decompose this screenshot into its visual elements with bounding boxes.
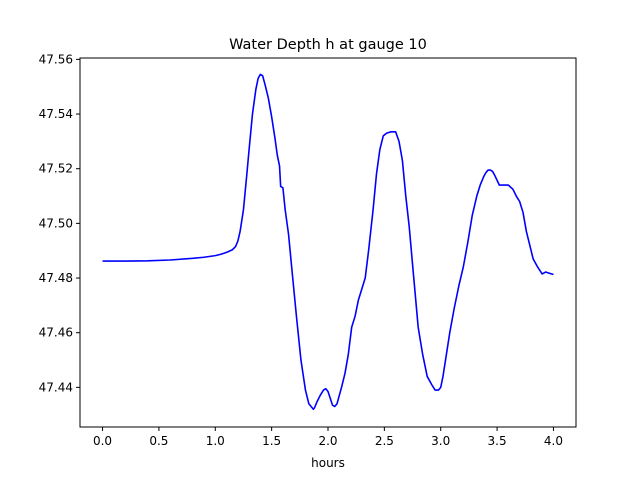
series-line-0 bbox=[102, 73, 554, 411]
plot-area bbox=[102, 73, 554, 411]
y-tick-label: 47.44 bbox=[39, 380, 73, 394]
chart-title: Water Depth h at gauge 10 bbox=[229, 37, 427, 53]
x-tick-label: 3.0 bbox=[431, 434, 450, 448]
x-tick-label: 2.5 bbox=[375, 434, 394, 448]
y-tick-label: 47.56 bbox=[39, 52, 73, 66]
x-tick-label: 0.5 bbox=[149, 434, 168, 448]
x-axis: 0.0 0.5 1.0 1.5 2.0 2.5 3.0 3.5 4.0 bbox=[93, 427, 563, 448]
y-tick-label: 47.54 bbox=[39, 107, 73, 121]
y-tick-label: 47.48 bbox=[39, 271, 73, 285]
x-tick-label: 3.5 bbox=[488, 434, 507, 448]
x-tick-label: 2.0 bbox=[318, 434, 337, 448]
y-tick-label: 47.50 bbox=[39, 216, 73, 230]
x-axis-label: hours bbox=[311, 456, 345, 470]
x-tick-label: 0.0 bbox=[93, 434, 112, 448]
x-tick-label: 1.5 bbox=[262, 434, 281, 448]
y-tick-label: 47.46 bbox=[39, 326, 73, 340]
y-axis: 47.44 47.46 47.48 47.50 47.52 47.54 47.56 bbox=[39, 52, 80, 394]
x-tick-label: 4.0 bbox=[544, 434, 563, 448]
y-tick-label: 47.52 bbox=[39, 162, 73, 176]
x-tick-label: 1.0 bbox=[206, 434, 225, 448]
